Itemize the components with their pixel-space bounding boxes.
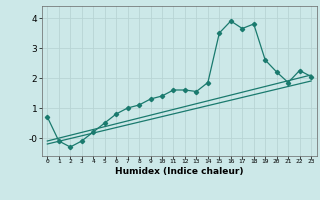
X-axis label: Humidex (Indice chaleur): Humidex (Indice chaleur) bbox=[115, 167, 244, 176]
